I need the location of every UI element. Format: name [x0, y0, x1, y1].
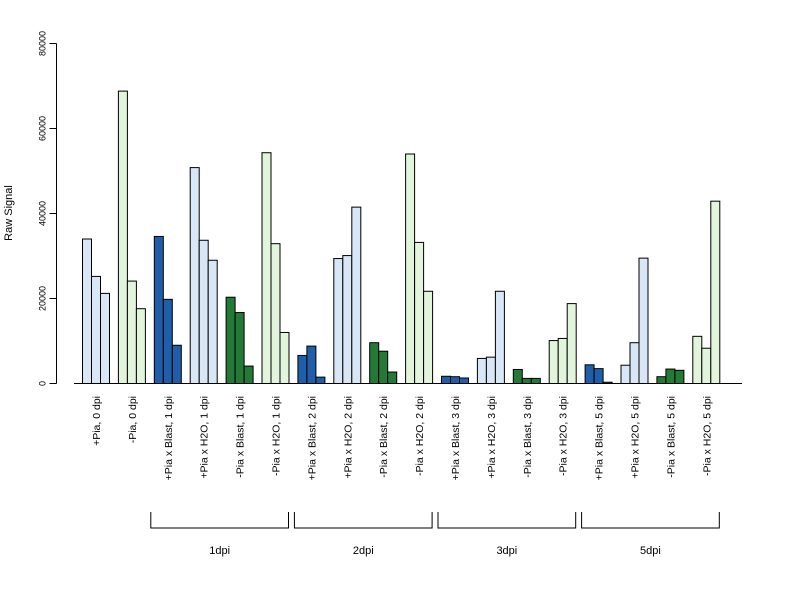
bar — [91, 275, 101, 384]
bar — [342, 255, 353, 384]
bar — [234, 312, 245, 384]
bar — [117, 90, 128, 384]
category-label: +Pia x Blast, 3 dpi — [450, 396, 462, 480]
bar — [593, 368, 604, 384]
bar — [369, 342, 380, 385]
bar — [82, 238, 92, 384]
bar — [261, 152, 272, 384]
bar — [315, 376, 326, 384]
bar — [701, 347, 712, 385]
bar — [450, 376, 460, 385]
category-label: -Pia x Blast, 3 dpi — [522, 396, 534, 478]
bar — [189, 167, 200, 384]
bar — [243, 365, 254, 385]
category-label: +Pia x Blast, 2 dpi — [306, 396, 318, 480]
group-label: 2dpi — [353, 545, 374, 557]
category-label: +Pia x H2O, 2 dpi — [342, 396, 354, 479]
y-tick-label: 60000 — [38, 116, 48, 141]
bar — [459, 377, 469, 385]
group-label: 5dpi — [640, 545, 661, 557]
bar — [485, 356, 496, 384]
bar — [306, 345, 317, 385]
bar — [207, 259, 218, 384]
bar — [638, 257, 649, 384]
group-label: 1dpi — [209, 545, 230, 557]
bar — [557, 337, 568, 385]
bar — [126, 280, 137, 385]
category-labels: +Pia, 0 dpi -Pia, 0 dpi +Pia x Blast, 1 dp… — [91, 396, 713, 480]
bar — [171, 344, 182, 384]
bar — [674, 369, 685, 385]
bar — [423, 290, 434, 384]
y-tick-label: 80000 — [38, 31, 48, 56]
category-label: -Pia x Blast, 2 dpi — [378, 396, 390, 478]
y-tick-label: 20000 — [38, 286, 48, 311]
category-label: -Pia x H2O, 3 dpi — [558, 396, 570, 476]
group-bracket — [437, 512, 577, 529]
bar — [153, 235, 164, 384]
bar — [620, 364, 631, 385]
group-bracket — [293, 512, 433, 529]
bar — [584, 364, 595, 384]
category-label: +Pia, 0 dpi — [91, 396, 103, 446]
bar — [512, 368, 523, 385]
category-label: -Pia x H2O, 2 dpi — [414, 396, 426, 476]
bar — [135, 308, 146, 385]
bar — [530, 377, 541, 384]
bar — [351, 206, 362, 384]
bar — [494, 290, 505, 384]
bar — [414, 241, 425, 384]
bar — [566, 303, 577, 385]
bar — [225, 296, 236, 385]
group-bracket — [581, 512, 720, 529]
category-label: -Pia x H2O, 5 dpi — [701, 396, 713, 476]
category-label: +Pia x Blast, 5 dpi — [594, 396, 606, 480]
bar — [162, 298, 173, 385]
y-tick-label: 0 — [38, 381, 48, 386]
bar — [476, 357, 487, 384]
category-label: -Pia x H2O, 1 dpi — [271, 396, 283, 476]
bar — [378, 350, 389, 385]
category-label: +Pia x H2O, 3 dpi — [486, 396, 498, 479]
bar — [387, 371, 398, 384]
y-tick-label: 40000 — [38, 201, 48, 226]
y-axis-title: Raw Signal — [3, 185, 15, 241]
bar — [405, 153, 416, 384]
category-label: -Pia x Blast, 1 dpi — [235, 396, 247, 478]
bar — [548, 340, 559, 385]
group-label: 3dpi — [496, 545, 517, 557]
group-bracket — [150, 512, 289, 529]
bar — [710, 200, 721, 384]
bar — [198, 239, 209, 384]
category-label: -Pia x Blast, 5 dpi — [665, 396, 677, 478]
category-label: -Pia, 0 dpi — [127, 396, 139, 443]
bar — [297, 354, 308, 385]
bar — [521, 377, 532, 384]
bars — [82, 90, 721, 385]
bar — [279, 332, 290, 384]
bar — [665, 368, 676, 384]
bar — [100, 292, 110, 384]
category-label: +Pia x Blast, 1 dpi — [163, 396, 175, 480]
category-label: +Pia x H2O, 1 dpi — [199, 396, 211, 479]
bar — [270, 243, 281, 384]
category-label: +Pia x H2O, 5 dpi — [630, 396, 642, 479]
bar — [441, 375, 451, 384]
bar — [333, 258, 344, 384]
bar — [656, 376, 667, 385]
bar — [629, 342, 640, 385]
group-brackets: 1dpi 2dpi 3dpi 5dpi — [150, 512, 720, 557]
y-axis: 0 20000 40000 60000 80000 — [38, 31, 57, 386]
bar — [692, 335, 703, 385]
